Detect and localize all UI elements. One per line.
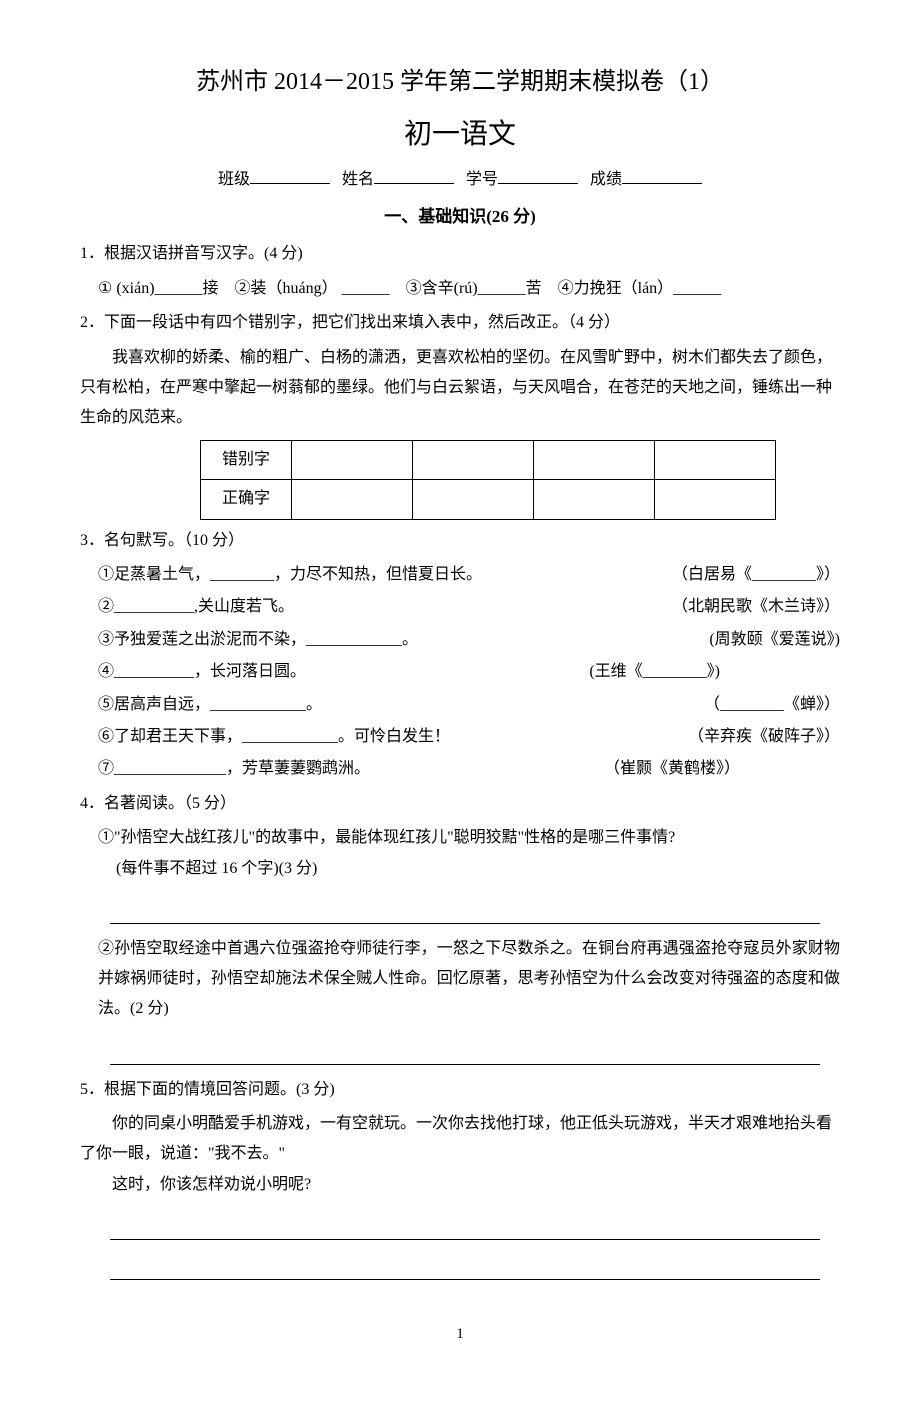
q1-options: ① (xián)______接 ②装（huáng） ______ ③含辛(rú)… xyxy=(80,274,840,304)
section-1-header: 一、基础知识(26 分) xyxy=(80,201,840,233)
wrong-cell-1[interactable] xyxy=(292,440,413,479)
q2-passage: 我喜欢柳的娇柔、榆的粗广、白杨的潇洒，更喜欢松柏的坚仞。在风雪旷野中，树木们都失… xyxy=(80,343,840,434)
q3-1-right: （白居易《________》） xyxy=(672,560,840,590)
q5-passage-1: 你的同桌小明酷爱手机游戏，一有空就玩。一次你去找他打球，他正低头玩游戏，半天才艰… xyxy=(80,1109,840,1170)
q3-2-left: ②__________,关山度若飞。 xyxy=(98,598,294,615)
correct-cell-4[interactable] xyxy=(655,480,776,519)
q4-sub1a: ①"孙悟空大战红孩儿"的故事中，最能体现红孩儿"聪明狡黠"性格的是哪三件事情? xyxy=(80,823,840,853)
label-score: 成绩 xyxy=(590,171,622,188)
correct-cell-1[interactable] xyxy=(292,480,413,519)
q3-item-4: ④__________，长河落日圆。 (王维《________》) xyxy=(98,657,840,687)
page-number: 1 xyxy=(80,1320,840,1349)
q3-item-3: ③予独爱莲之出淤泥而不染，____________。 (周敦颐《爱莲说》) xyxy=(98,625,840,655)
q5-answer-line-2[interactable] xyxy=(110,1250,820,1280)
q5-stem: 5．根据下面的情境回答问题。(3 分) xyxy=(80,1075,840,1105)
label-class: 班级 xyxy=(218,171,250,188)
q5-answer-line-1[interactable] xyxy=(110,1210,820,1240)
q3-4-right: (王维《________》) xyxy=(589,657,720,687)
wrong-cell-4[interactable] xyxy=(655,440,776,479)
q3-3-right: (周敦颐《爱莲说》) xyxy=(709,625,840,655)
label-name: 姓名 xyxy=(342,171,374,188)
q4-sub1b: (每件事不超过 16 个字)(3 分) xyxy=(80,854,840,884)
q3-item-2: ②__________,关山度若飞。 （北朝民歌《木兰诗》） xyxy=(98,592,840,622)
q2-stem: 2．下面一段话中有四个错别字，把它们找出来填入表中，然后改正。（4 分） xyxy=(80,308,840,338)
blank-score[interactable] xyxy=(622,167,702,184)
q3-4-left: ④__________，长河落日圆。 xyxy=(98,663,306,680)
correct-cell-3[interactable] xyxy=(534,480,655,519)
row-wrong-label: 错别字 xyxy=(201,440,292,479)
q3-7-right: （崔颢《黄鹤楼》） xyxy=(604,754,740,784)
error-correction-table: 错别字 正确字 xyxy=(200,440,776,520)
q3-item-7: ⑦______________，芳草萋萋鹦鹉洲。 （崔颢《黄鹤楼》） xyxy=(98,754,840,784)
q4-sub2: ②孙悟空取经途中首遇六位强盗抢夺师徒行李，一怒之下尽数杀之。在铜台府再遇强盗抢夺… xyxy=(80,934,840,1025)
q3-stem: 3．名句默写。（10 分） xyxy=(80,526,840,556)
blank-class[interactable] xyxy=(250,167,330,184)
q5-passage-2: 这时，你该怎样劝说小明呢? xyxy=(80,1170,840,1200)
blank-sid[interactable] xyxy=(498,167,578,184)
q3-item-1: ①足蒸暑土气，________，力尽不知热，但惜夏日长。 （白居易《_______… xyxy=(98,560,840,590)
q3-6-left: ⑥了却君王天下事，____________。可怜白发生！ xyxy=(98,728,450,745)
q4-answer-line-2[interactable] xyxy=(110,1035,820,1065)
blank-name[interactable] xyxy=(374,167,454,184)
q3-1-left: ①足蒸暑土气，________，力尽不知热，但惜夏日长。 xyxy=(98,566,482,583)
q3-item-5: ⑤居高声自远，____________。 （________《蝉》） xyxy=(98,690,840,720)
q4-stem: 4．名著阅读。（5 分） xyxy=(80,789,840,819)
row-correct-label: 正确字 xyxy=(201,480,292,519)
sub-title: 初一语文 xyxy=(80,108,840,161)
wrong-cell-2[interactable] xyxy=(413,440,534,479)
correct-cell-2[interactable] xyxy=(413,480,534,519)
q1-stem: 1．根据汉语拼音写汉字。(4 分) xyxy=(80,239,840,269)
label-sid: 学号 xyxy=(466,171,498,188)
wrong-cell-3[interactable] xyxy=(534,440,655,479)
q3-6-right: （辛弃疾《破阵子》） xyxy=(688,722,840,752)
q4-answer-line-1[interactable] xyxy=(110,894,820,924)
q3-item-6: ⑥了却君王天下事，____________。可怜白发生！ （辛弃疾《破阵子》） xyxy=(98,722,840,752)
q3-7-left: ⑦______________，芳草萋萋鹦鹉洲。 xyxy=(98,760,370,777)
main-title: 苏州市 2014－2015 学年第二学期期末模拟卷（1） xyxy=(80,60,840,106)
q3-5-left: ⑤居高声自远，____________。 xyxy=(98,696,322,713)
q3-3-left: ③予独爱莲之出淤泥而不染，____________。 xyxy=(98,631,418,648)
q3-5-right: （________《蝉》） xyxy=(704,690,840,720)
student-info-line: 班级 姓名 学号 成绩 xyxy=(80,165,840,195)
q3-2-right: （北朝民歌《木兰诗》） xyxy=(672,592,840,622)
